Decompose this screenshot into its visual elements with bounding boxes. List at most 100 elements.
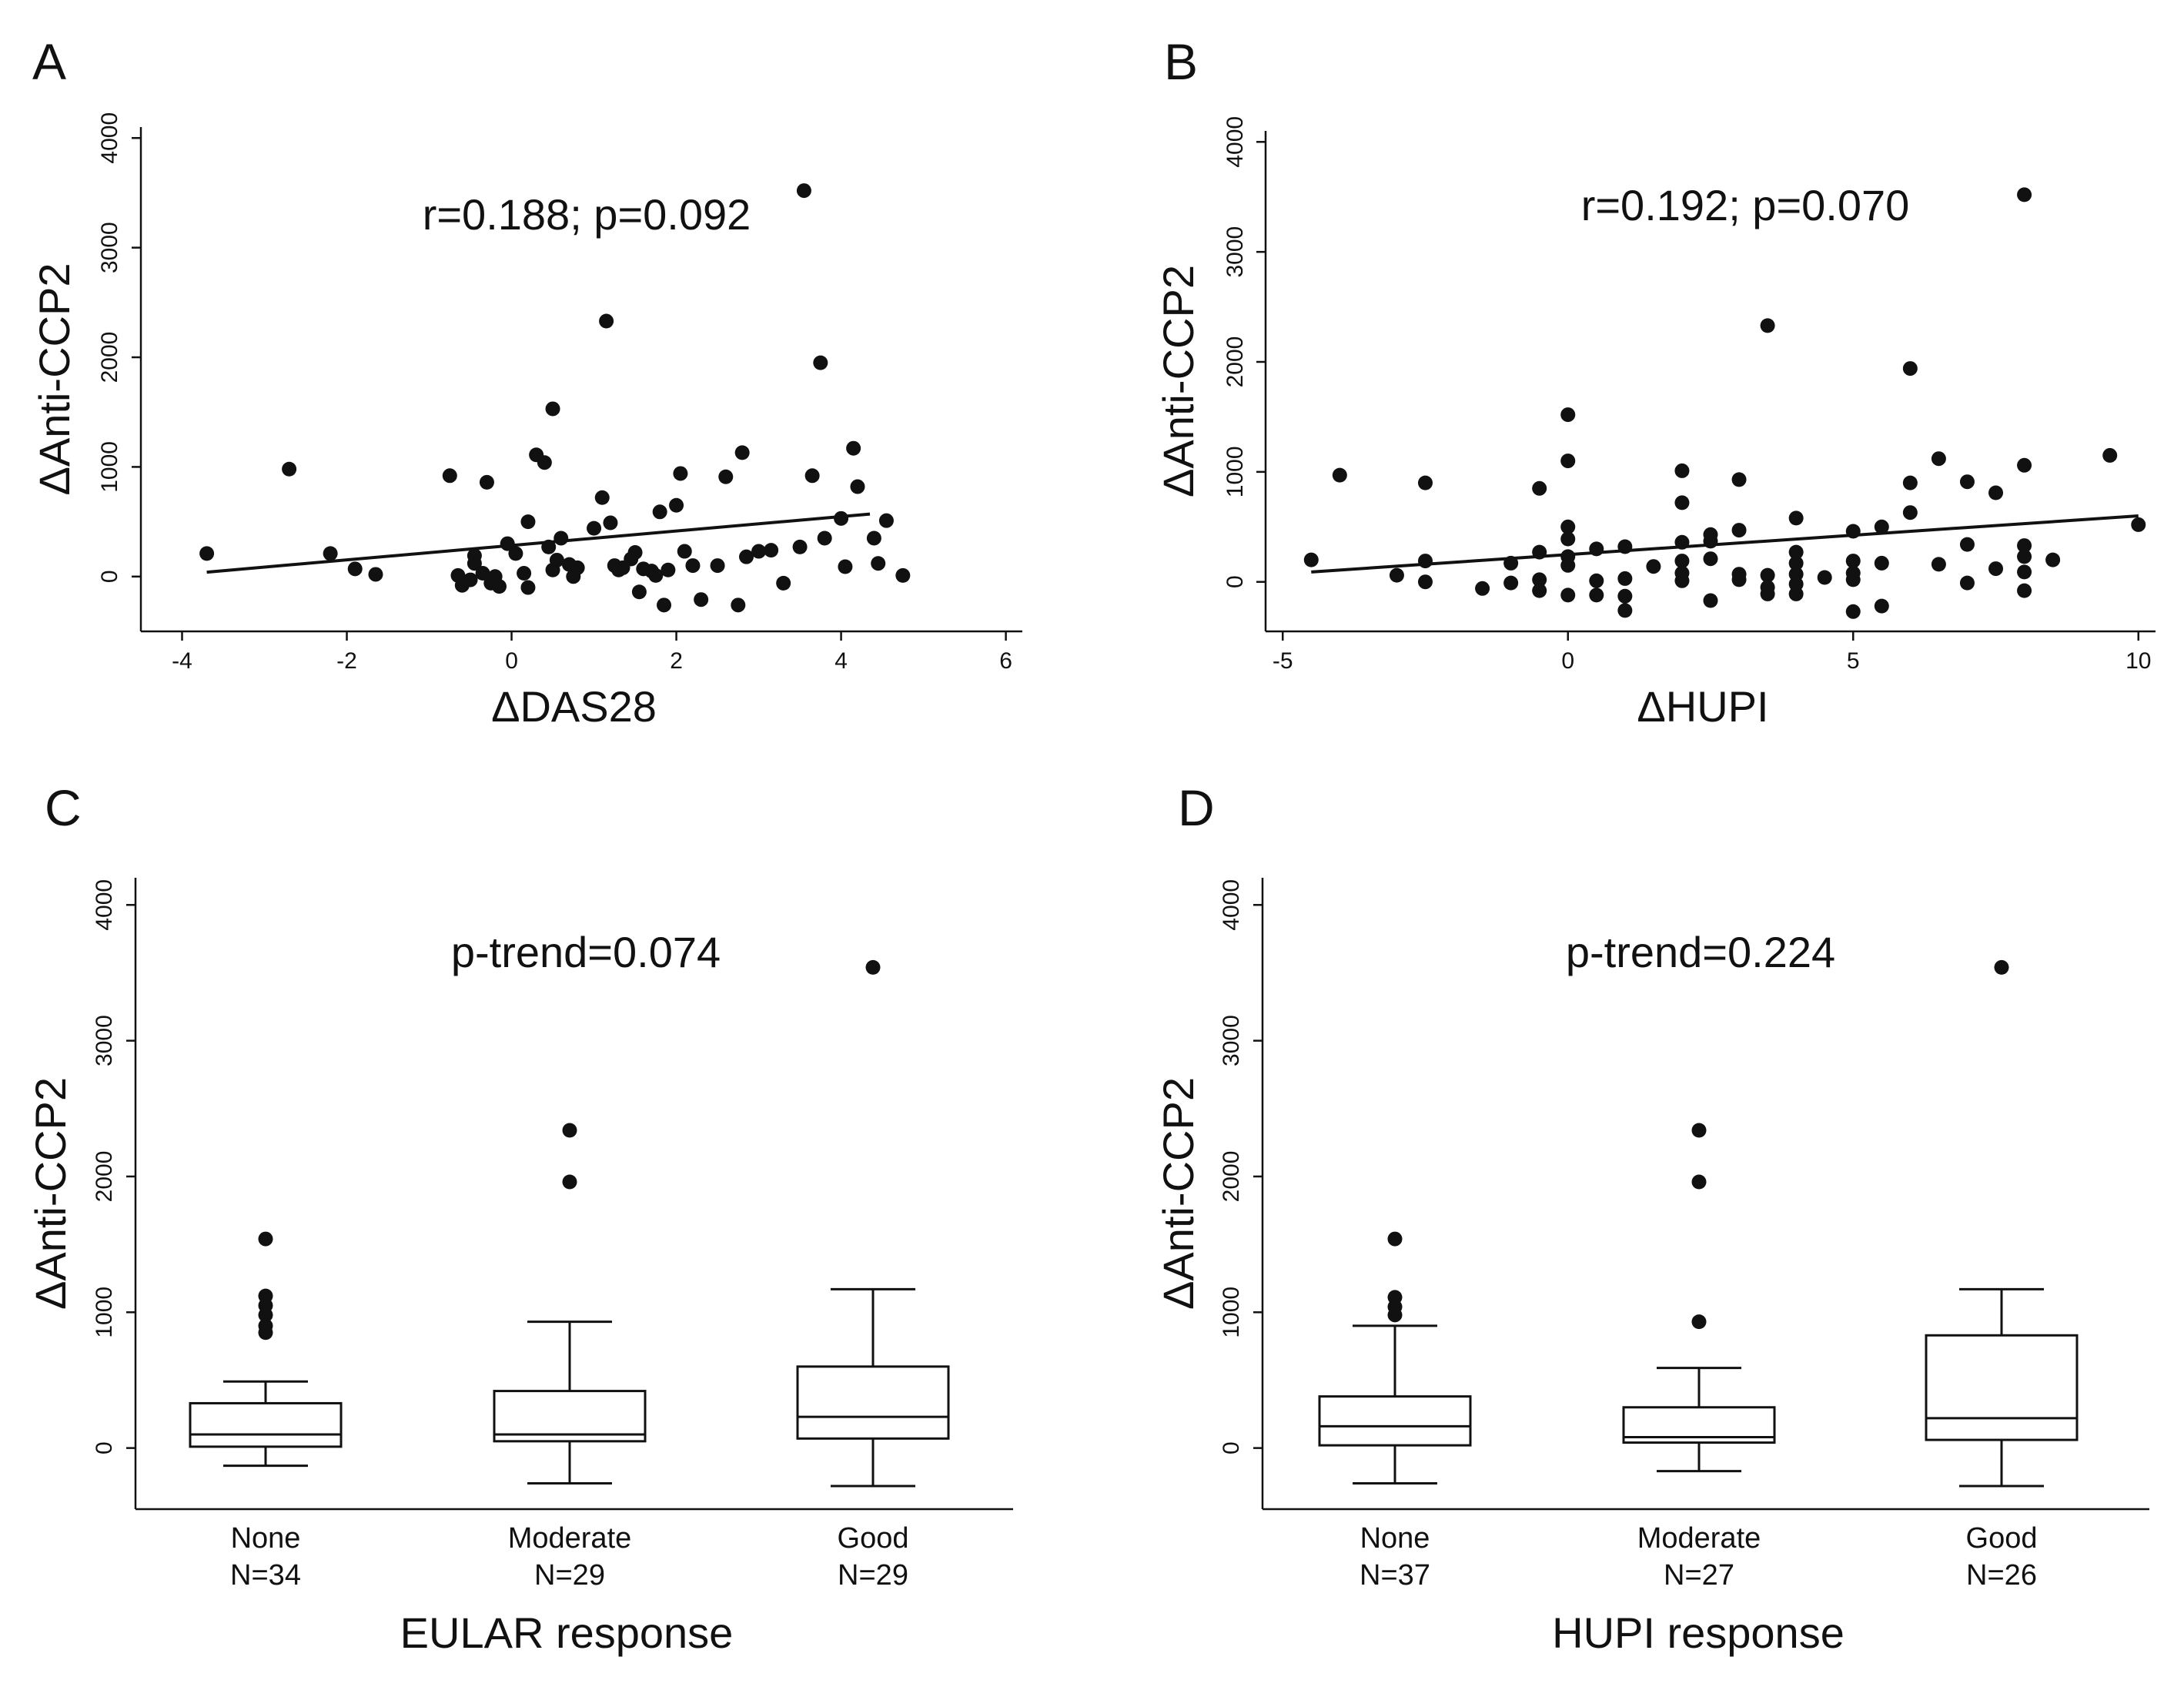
y-tick-label: 3000 [97, 222, 122, 273]
data-point [1617, 571, 1633, 586]
category-n-label: N=27 [1664, 1559, 1734, 1592]
x-axis-title: ΔHUPI [1637, 682, 1768, 731]
data-point [1589, 587, 1604, 603]
data-point [541, 539, 557, 554]
data-point [549, 552, 564, 567]
data-point [1589, 573, 1604, 588]
y-tick-label: 0 [97, 570, 122, 583]
data-point [1674, 463, 1690, 478]
data-point [1959, 474, 1975, 490]
panel-d-boxplot: D 0 1000 2000 3000 4000 ΔAnti-CCP2 HUPI respon… [1154, 779, 2149, 1657]
data-point [323, 546, 338, 561]
data-point [1959, 537, 1975, 552]
y-tick-label: 1000 [1222, 446, 1248, 497]
data-point [2017, 549, 2032, 564]
data-point [1788, 586, 1804, 601]
data-point [796, 183, 811, 199]
data-point [570, 560, 585, 575]
data-point [751, 544, 767, 559]
data-point [1417, 475, 1433, 490]
x-tick-label: 5 [1847, 648, 1860, 674]
y-axis-title: ΔAnti-CCP2 [30, 263, 79, 496]
data-point [491, 579, 507, 594]
outlier-point [258, 1318, 273, 1334]
data-point [1560, 454, 1576, 469]
x-tick-label: 4 [834, 648, 848, 674]
x-tick-label: 6 [999, 648, 1012, 674]
data-point [587, 520, 602, 536]
data-point [1674, 495, 1690, 510]
data-point [661, 562, 676, 577]
data-point [2017, 187, 2032, 203]
outlier-point [562, 1123, 577, 1138]
data-point [282, 461, 297, 477]
data-point [1731, 472, 1747, 487]
data-point [677, 544, 692, 559]
outlier-point [1691, 1123, 1707, 1138]
data-point [554, 531, 569, 546]
outlier-point [258, 1231, 273, 1247]
data-point [594, 490, 610, 505]
data-point [599, 313, 614, 329]
data-point [804, 468, 820, 484]
outlier-point [1691, 1174, 1707, 1190]
data-point [1988, 561, 2004, 577]
x-axis-title: ΔDAS28 [491, 682, 657, 731]
y-axis-title: ΔAnti-CCP2 [1154, 1077, 1202, 1310]
outlier-point [1994, 959, 2009, 975]
x-tick-label: 0 [505, 648, 518, 674]
data-point [1902, 475, 1918, 490]
data-point [718, 469, 734, 484]
data-point [648, 567, 664, 583]
y-tick-label: 4000 [97, 112, 122, 164]
stat-annotation: r=0.192; p=0.070 [1581, 181, 1910, 229]
category-n-label: N=34 [230, 1559, 301, 1592]
data-point [1646, 559, 1661, 574]
iqr-box [189, 1401, 343, 1448]
y-tick-label: 0 [1222, 575, 1248, 588]
data-point [603, 515, 618, 531]
data-point [669, 497, 684, 513]
y-tick-label: 1000 [92, 1287, 117, 1338]
data-point [475, 566, 490, 581]
data-point [479, 474, 494, 490]
data-point [520, 514, 536, 530]
data-point [764, 543, 779, 558]
iqr-box [1318, 1395, 1472, 1447]
x-axis-title: EULAR response [400, 1608, 734, 1657]
x-tick-label: 10 [2125, 648, 2151, 674]
data-point [895, 567, 911, 583]
y-tick-label: 0 [1219, 1441, 1244, 1454]
data-point [1674, 534, 1690, 550]
x-tick-label: -4 [172, 648, 192, 674]
data-point [846, 440, 861, 456]
data-point [1874, 555, 1889, 571]
x-axis-title: HUPI response [1552, 1608, 1845, 1657]
data-point [1959, 575, 1975, 591]
y-tick-label: 4000 [92, 879, 117, 931]
stat-annotation: r=0.188; p=0.092 [423, 190, 751, 239]
data-point [1674, 573, 1690, 588]
data-point [508, 546, 523, 561]
data-point [1617, 603, 1633, 618]
data-point [866, 531, 881, 546]
category-label: Moderate [508, 1522, 632, 1555]
data-point [1532, 544, 1547, 560]
stat-annotation: p-trend=0.224 [1566, 928, 1835, 976]
data-point [1503, 555, 1519, 571]
data-point [1332, 467, 1347, 483]
panel-letter: C [45, 779, 82, 836]
y-tick-label: 1000 [97, 441, 122, 493]
regression-line [1311, 514, 2139, 574]
category-n-label: N=26 [1966, 1559, 2037, 1592]
data-point [1560, 407, 1576, 423]
y-tick-label: 0 [92, 1441, 117, 1454]
data-point [368, 567, 383, 582]
data-point [1503, 575, 1519, 591]
data-point [1874, 519, 1889, 534]
data-point [1303, 552, 1319, 567]
y-tick-label: 2000 [1219, 1151, 1244, 1203]
category-n-label: N=37 [1360, 1559, 1430, 1592]
data-point [1560, 557, 1576, 573]
